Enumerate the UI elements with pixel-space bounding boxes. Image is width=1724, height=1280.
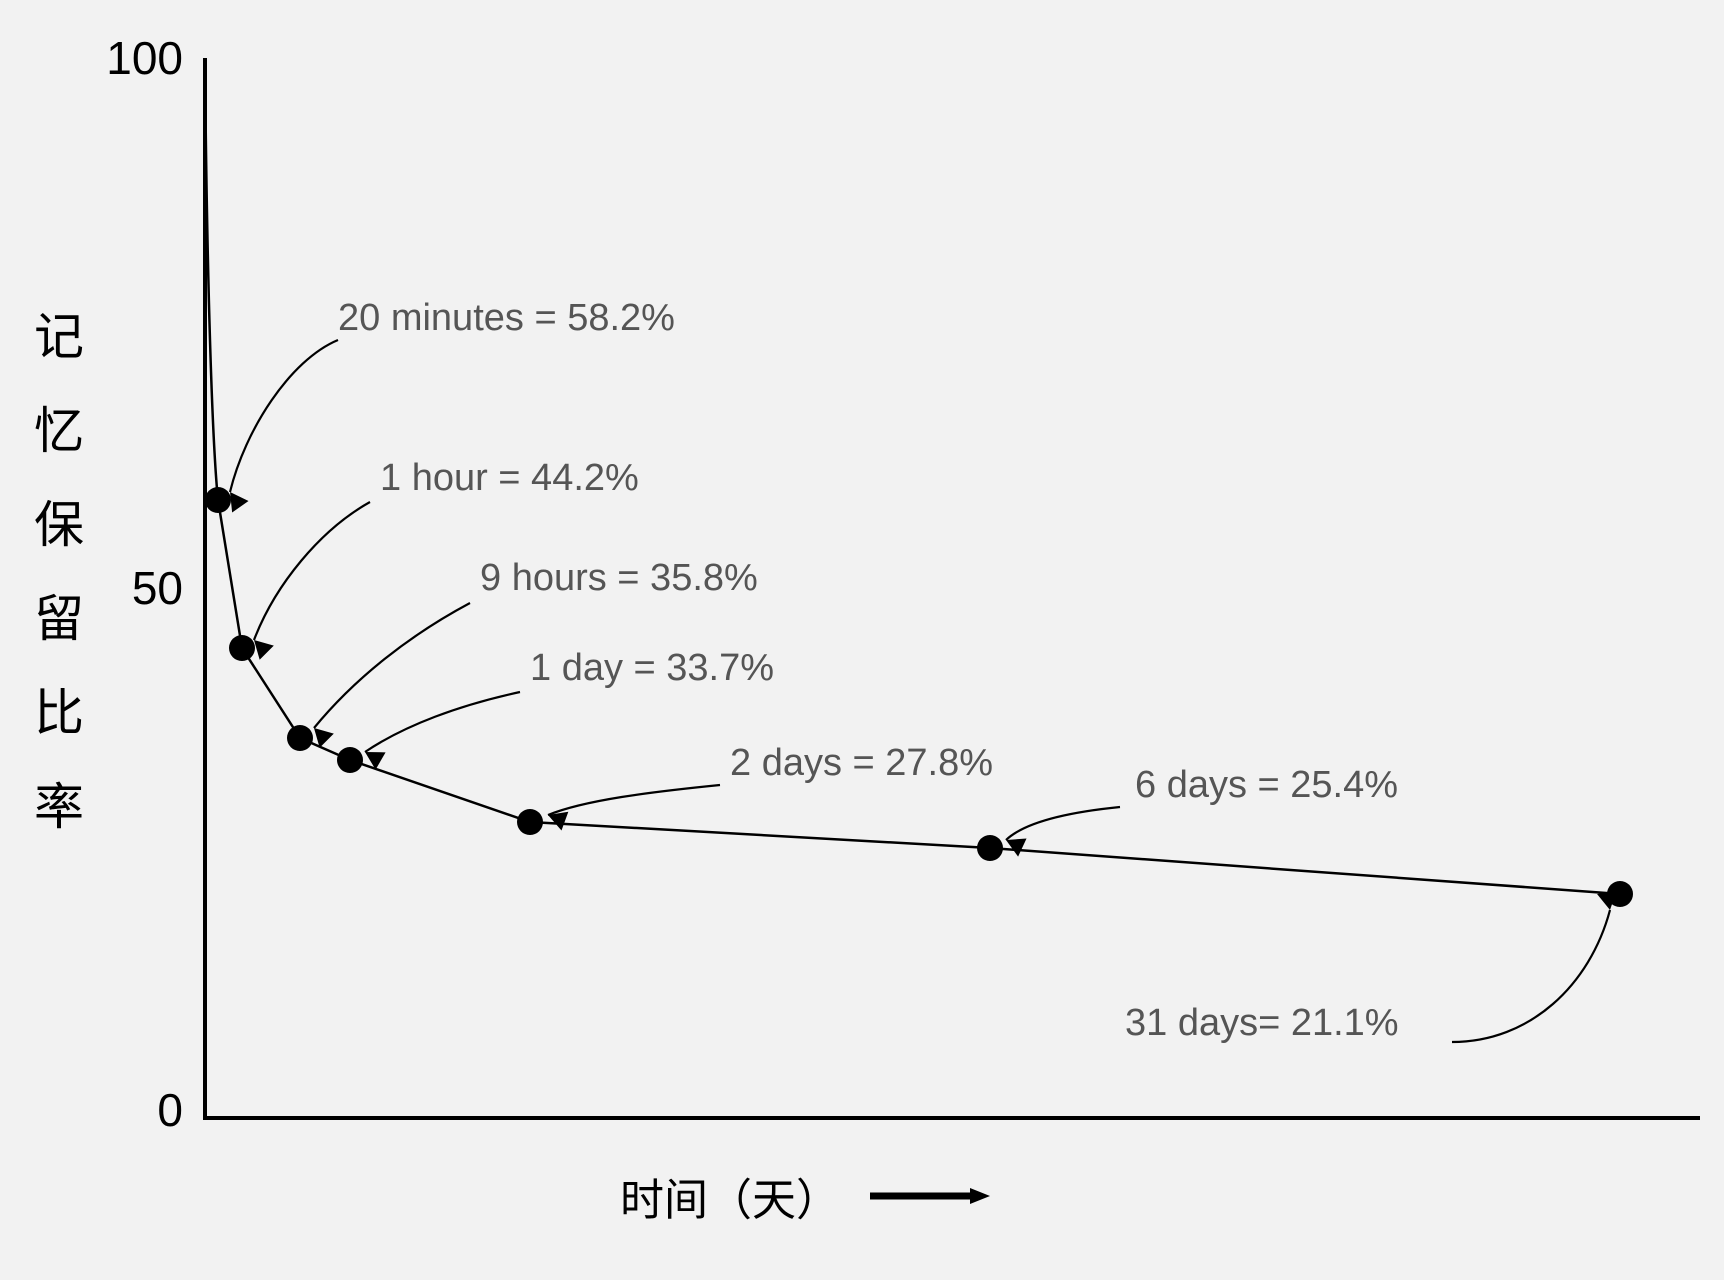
data-point — [229, 635, 255, 661]
data-point-label: 6 days = 25.4% — [1135, 764, 1398, 806]
y-tick-label: 100 — [106, 32, 183, 84]
data-point — [337, 747, 363, 773]
arrow-right-icon — [870, 1186, 990, 1206]
data-point-label: 9 hours = 35.8% — [480, 557, 758, 599]
data-point — [517, 809, 543, 835]
data-point — [287, 725, 313, 751]
data-point — [977, 835, 1003, 861]
chart-background — [0, 0, 1724, 1280]
forgetting-curve-chart: 0 50 100 20 minutes = 58.2% 1 hour = 44.2% 9 … — [0, 0, 1724, 1280]
y-axis-label: 记忆保留比率 — [30, 310, 80, 950]
data-point — [1607, 881, 1633, 907]
data-point-label: 1 day = 33.7% — [530, 647, 774, 689]
data-point-label: 2 days = 27.8% — [730, 742, 993, 784]
data-point-label: 1 hour = 44.2% — [380, 457, 639, 499]
y-tick-label: 50 — [132, 562, 183, 614]
chart-container: 0 50 100 20 minutes = 58.2% 1 hour = 44.2% 9 … — [0, 0, 1724, 1280]
x-axis-label-group: 时间（天） — [620, 1164, 990, 1228]
data-point-label: 20 minutes = 58.2% — [338, 297, 675, 339]
y-tick-label: 0 — [157, 1084, 183, 1136]
data-point-label: 31 days= 21.1% — [1125, 1002, 1399, 1044]
data-point — [205, 487, 231, 513]
x-axis-label: 时间（天） — [620, 1164, 840, 1228]
